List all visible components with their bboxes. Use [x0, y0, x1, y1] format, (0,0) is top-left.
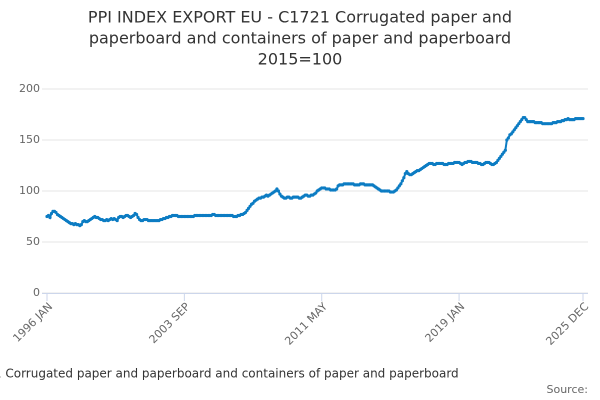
chart-title: 2015=100	[258, 50, 343, 69]
chart-title: paperboard and containers of paper and p…	[89, 29, 511, 48]
x-tick-label: 1996 JAN	[10, 300, 55, 345]
point	[79, 223, 83, 227]
y-tick-label: 200	[19, 82, 40, 95]
point	[399, 182, 403, 186]
chart-title: PPI INDEX EXPORT EU - C1721 Corrugated p…	[88, 8, 512, 27]
x-tick-label: 2003 SEP	[147, 300, 193, 346]
caption: PPI INDEX EXPORT EU - C1721 Corrugated p…	[0, 367, 459, 381]
source: Source:	[547, 383, 589, 396]
point	[503, 148, 507, 152]
point	[506, 136, 510, 140]
point	[402, 176, 406, 180]
x-tick-label: 2025 DEC	[543, 300, 591, 348]
y-tick-label: 50	[26, 235, 40, 248]
point	[48, 215, 52, 220]
y-tick-label: 150	[19, 133, 40, 146]
point	[134, 212, 139, 217]
point	[115, 218, 119, 223]
y-tick-label: 100	[19, 184, 40, 197]
point	[276, 189, 281, 193]
point	[335, 187, 339, 191]
x-tick-label: 2011 MAY	[282, 300, 330, 348]
x-tick-label: 2019 JAN	[423, 300, 468, 345]
y-tick-label: 0	[33, 286, 40, 299]
point	[400, 179, 404, 183]
series-line	[46, 116, 583, 227]
point	[581, 116, 585, 121]
